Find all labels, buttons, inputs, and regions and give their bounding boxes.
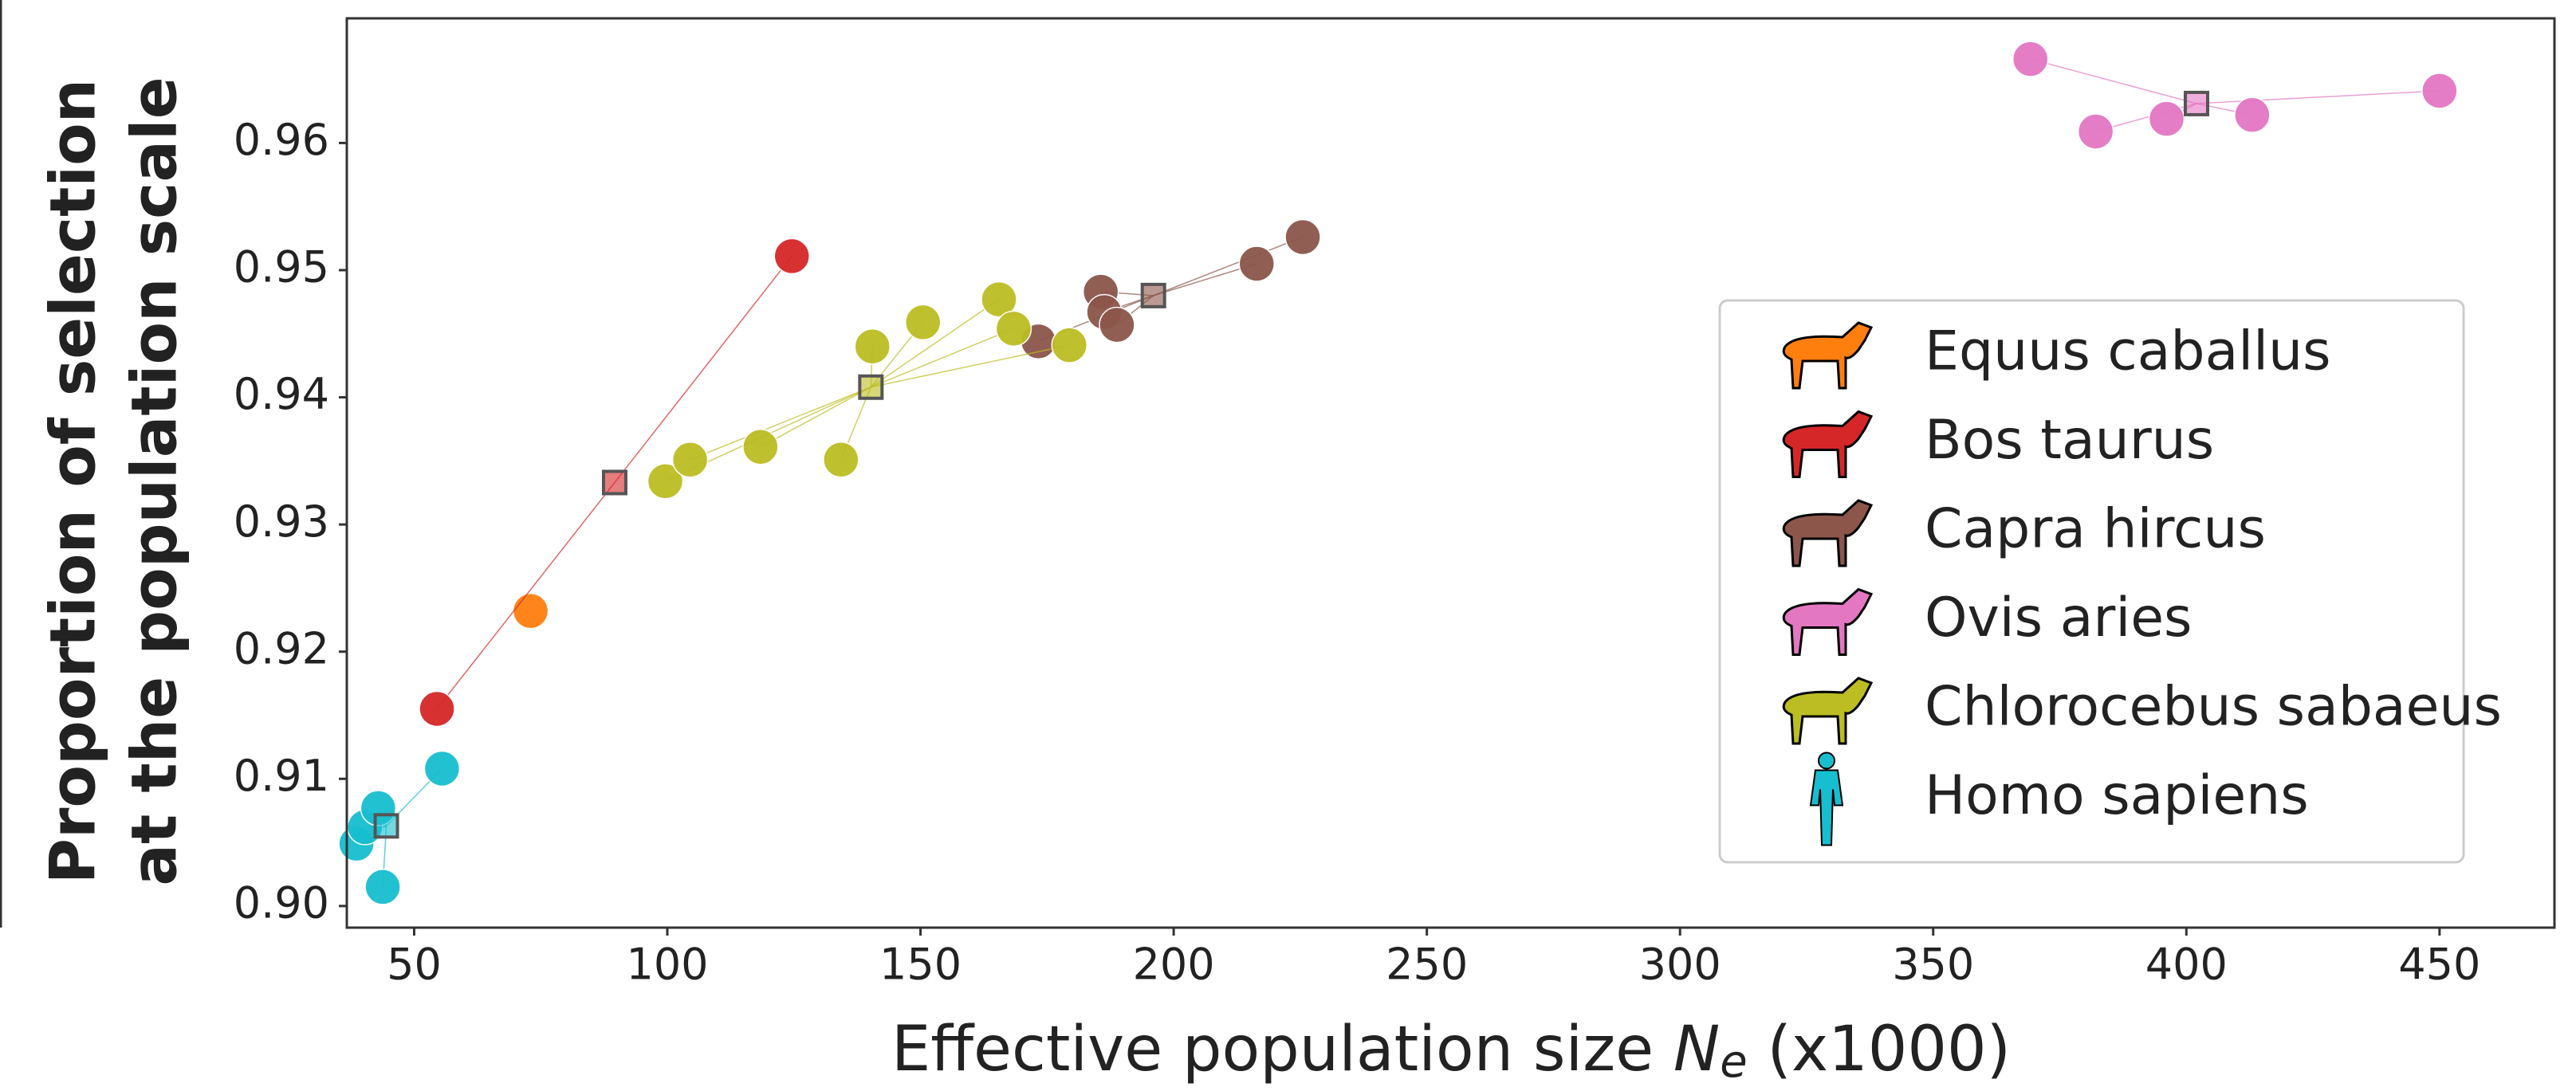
x-tick-label: 150 xyxy=(879,940,962,990)
point xyxy=(419,692,454,727)
link-line xyxy=(2031,59,2196,104)
y-axis-label: Proportion of selection at the populatio… xyxy=(37,77,191,885)
center-marker xyxy=(376,814,398,837)
chart: Effective population size Ne (x1000) Pro… xyxy=(0,0,2576,1091)
link-line xyxy=(437,482,615,708)
center-marker xyxy=(859,376,882,398)
point xyxy=(824,442,859,477)
point xyxy=(424,752,459,787)
y-tick-label: 0.90 xyxy=(234,878,329,928)
y-label-line: Proportion of selection xyxy=(37,79,109,884)
x-axis-label: Effective population size Ne (x1000) xyxy=(891,1014,2011,1088)
legend: Equus caballus Bos taurus Capra hircus Ovis… xyxy=(1720,300,2502,862)
y-tick-label: 0.92 xyxy=(234,623,329,673)
center-marker xyxy=(604,471,626,493)
point xyxy=(1285,219,1320,254)
y-tick-label: 0.95 xyxy=(234,242,329,292)
y-tick-label: 0.96 xyxy=(234,115,329,165)
point xyxy=(673,442,708,477)
x-tick-label: 200 xyxy=(1133,940,1215,990)
point xyxy=(774,238,809,273)
legend-label: Equus caballus xyxy=(1925,320,2331,383)
point xyxy=(1052,328,1087,363)
point xyxy=(2149,101,2185,136)
x-label-text: Effective population size xyxy=(891,1014,1673,1085)
x-tick-label: 300 xyxy=(1639,940,1721,990)
x-tick-label: 450 xyxy=(2398,940,2480,990)
x-label-text: (x1000) xyxy=(1748,1014,2011,1085)
legend-label: Capra hircus xyxy=(1925,498,2266,561)
link-line xyxy=(1154,237,1303,295)
point xyxy=(1239,246,1274,281)
point xyxy=(743,430,778,465)
center-marker xyxy=(1142,285,1165,307)
legend-label: Homo sapiens xyxy=(1925,764,2309,827)
x-tick-label: 50 xyxy=(387,940,442,990)
point xyxy=(2235,97,2270,132)
y-tick-label: 0.93 xyxy=(234,496,329,547)
legend-label: Bos taurus xyxy=(1925,409,2214,472)
point xyxy=(513,594,549,629)
legend-label: Chlorocebus sabaeus xyxy=(1925,676,2502,739)
point xyxy=(996,311,1031,346)
link-line xyxy=(2196,91,2440,104)
point xyxy=(365,869,400,905)
link-line xyxy=(871,328,1013,387)
point xyxy=(2078,114,2114,149)
point xyxy=(2013,41,2048,77)
x-tick-label: 400 xyxy=(2145,940,2228,990)
y-label-line: at the population scale xyxy=(119,77,191,885)
point xyxy=(1099,308,1135,343)
link-line xyxy=(761,387,871,447)
x-tick-label: 250 xyxy=(1386,940,1468,990)
x-label-text: e xyxy=(1720,1036,1747,1088)
x-tick-label: 350 xyxy=(1892,940,1974,990)
point xyxy=(2422,73,2457,108)
legend-label: Ovis aries xyxy=(1925,587,2192,649)
y-tick-label: 0.91 xyxy=(234,751,329,801)
center-marker xyxy=(2185,92,2208,115)
legend-icon xyxy=(1819,753,1835,769)
point xyxy=(906,304,941,339)
point xyxy=(855,329,890,364)
x-label-text: N xyxy=(1673,1014,1720,1085)
x-tick-label: 100 xyxy=(626,940,708,990)
y-tick-label: 0.94 xyxy=(234,369,329,419)
